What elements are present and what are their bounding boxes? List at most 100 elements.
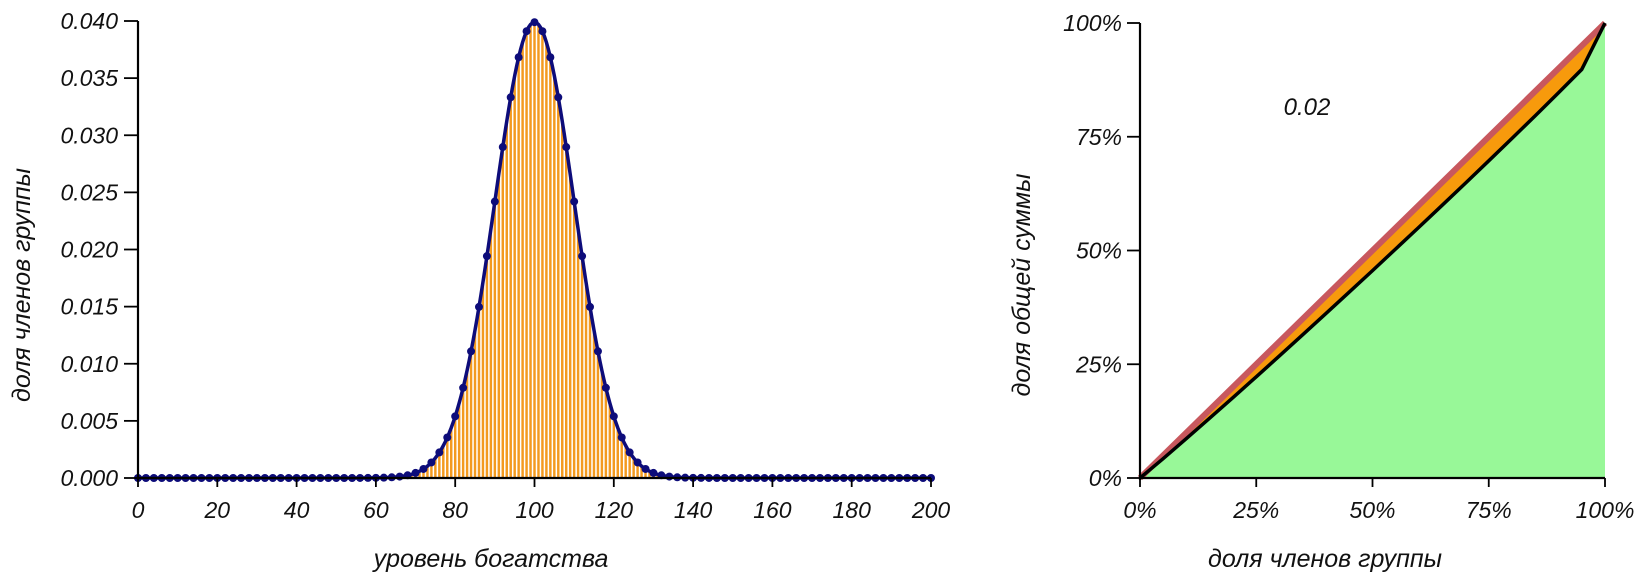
wealth-distribution-chart: 0.000 0.005 0.010 0.015 0.020 0.025 0.030 0.035…	[8, 8, 950, 573]
lorenz-curve	[1138, 22, 1607, 480]
density-points	[134, 18, 935, 482]
right-y-axis-label: доля общей суммы	[1008, 174, 1036, 397]
histogram-bar	[636, 462, 639, 478]
density-point	[625, 448, 634, 457]
density-point	[427, 458, 436, 467]
histogram-bar	[410, 474, 413, 478]
histogram-bar	[596, 351, 600, 478]
histogram-bar	[576, 229, 580, 478]
histogram-bar	[632, 457, 635, 478]
histogram-bar	[430, 462, 433, 478]
histogram-bar	[457, 403, 461, 478]
x-tick-label: 180	[833, 497, 872, 523]
x-tick-label: 50%	[1349, 497, 1395, 523]
histogram-bar	[450, 427, 453, 478]
histogram-bar	[418, 471, 421, 478]
left-x-axis-label: уровень богатства	[372, 545, 609, 573]
y-tick-label: 0.030	[60, 122, 118, 148]
histogram-bar	[580, 256, 584, 478]
density-point	[443, 433, 452, 442]
density-point	[538, 27, 547, 36]
histogram-bar	[549, 57, 552, 478]
right-x-axis-label: доля членов группы	[1208, 545, 1442, 573]
y-tick-label: 0.005	[60, 408, 118, 434]
density-point	[498, 143, 507, 152]
x-tick-label: 0	[132, 497, 145, 523]
x-tick-label: 100	[515, 497, 554, 523]
x-tick-label: 20	[204, 497, 231, 523]
histogram-bar	[584, 282, 588, 478]
right-y-ticks: 0% 25% 50% 75% 100%	[1063, 10, 1140, 491]
histogram-bar	[529, 24, 532, 478]
y-tick-label: 25%	[1075, 351, 1122, 377]
density-point	[546, 53, 555, 62]
y-tick-label: 0.010	[60, 351, 118, 377]
gini-coefficient-label: 0.02	[1284, 94, 1331, 121]
histogram-bar	[620, 437, 623, 478]
histogram-bars	[366, 22, 703, 479]
density-point	[435, 448, 444, 457]
histogram-bar	[572, 201, 576, 478]
histogram-bar	[612, 416, 616, 478]
histogram-bar	[453, 416, 457, 478]
density-point	[609, 412, 618, 421]
density-point	[554, 93, 563, 102]
histogram-bar	[564, 147, 568, 478]
density-point	[514, 53, 523, 62]
density-point	[665, 472, 674, 481]
density-point	[395, 472, 404, 481]
x-tick-label: 40	[284, 497, 310, 523]
histogram-bar	[509, 97, 512, 478]
density-point	[586, 302, 595, 311]
x-tick-label: 80	[442, 497, 468, 523]
histogram-bar	[434, 457, 437, 478]
density-point	[451, 412, 460, 421]
histogram-bar	[497, 173, 501, 478]
right-x-ticks: 0% 25% 50% 75% 100%	[1123, 478, 1634, 523]
y-tick-label: 0.025	[60, 179, 118, 205]
histogram-bar	[438, 452, 441, 478]
y-tick-label: 75%	[1076, 124, 1122, 150]
histogram-bar	[557, 97, 560, 478]
histogram-bar	[513, 75, 516, 478]
density-point	[490, 197, 499, 206]
histogram-bar	[477, 306, 481, 478]
histogram-bar	[592, 330, 596, 478]
y-tick-label: 0.040	[60, 8, 118, 34]
density-point	[649, 468, 658, 477]
density-point	[601, 383, 610, 392]
y-tick-label: 0.020	[60, 237, 118, 263]
x-tick-label: 75%	[1466, 497, 1512, 523]
histogram-bar	[608, 403, 612, 478]
left-y-axis-label: доля членов группы	[8, 168, 36, 402]
x-tick-label: 60	[363, 497, 389, 523]
histogram-bar	[521, 42, 524, 479]
x-tick-label: 120	[595, 497, 634, 523]
histogram-bar	[568, 173, 572, 478]
density-point	[482, 252, 491, 261]
density-point	[578, 252, 587, 261]
left-y-ticks: 0.000 0.005 0.010 0.015 0.020 0.025 0.030 0.035…	[60, 8, 138, 491]
histogram-bar	[545, 42, 548, 479]
density-point	[593, 347, 602, 356]
histogram-bar	[426, 466, 429, 478]
density-point	[633, 458, 642, 467]
histogram-bar	[481, 282, 485, 478]
histogram-bar	[501, 147, 505, 478]
histogram-bar	[533, 22, 536, 479]
histogram-bar	[489, 229, 493, 478]
histogram-bar	[525, 31, 528, 478]
x-tick-label: 160	[753, 497, 792, 523]
histogram-bar	[442, 445, 445, 478]
y-tick-label: 0.015	[60, 294, 118, 320]
y-tick-label: 0.035	[60, 65, 118, 91]
x-tick-label: 100%	[1576, 497, 1635, 523]
y-tick-label: 100%	[1063, 10, 1122, 36]
y-tick-label: 50%	[1076, 238, 1122, 264]
equality-line	[1137, 20, 1608, 481]
lorenz-curve-chart: 0% 25% 50% 75% 100% 0% 25% 50% 75% 100% 0.02 дол…	[1008, 10, 1634, 573]
density-point	[562, 143, 571, 152]
density-point	[474, 302, 483, 311]
density-point	[419, 464, 428, 473]
histogram-bar	[469, 351, 473, 478]
